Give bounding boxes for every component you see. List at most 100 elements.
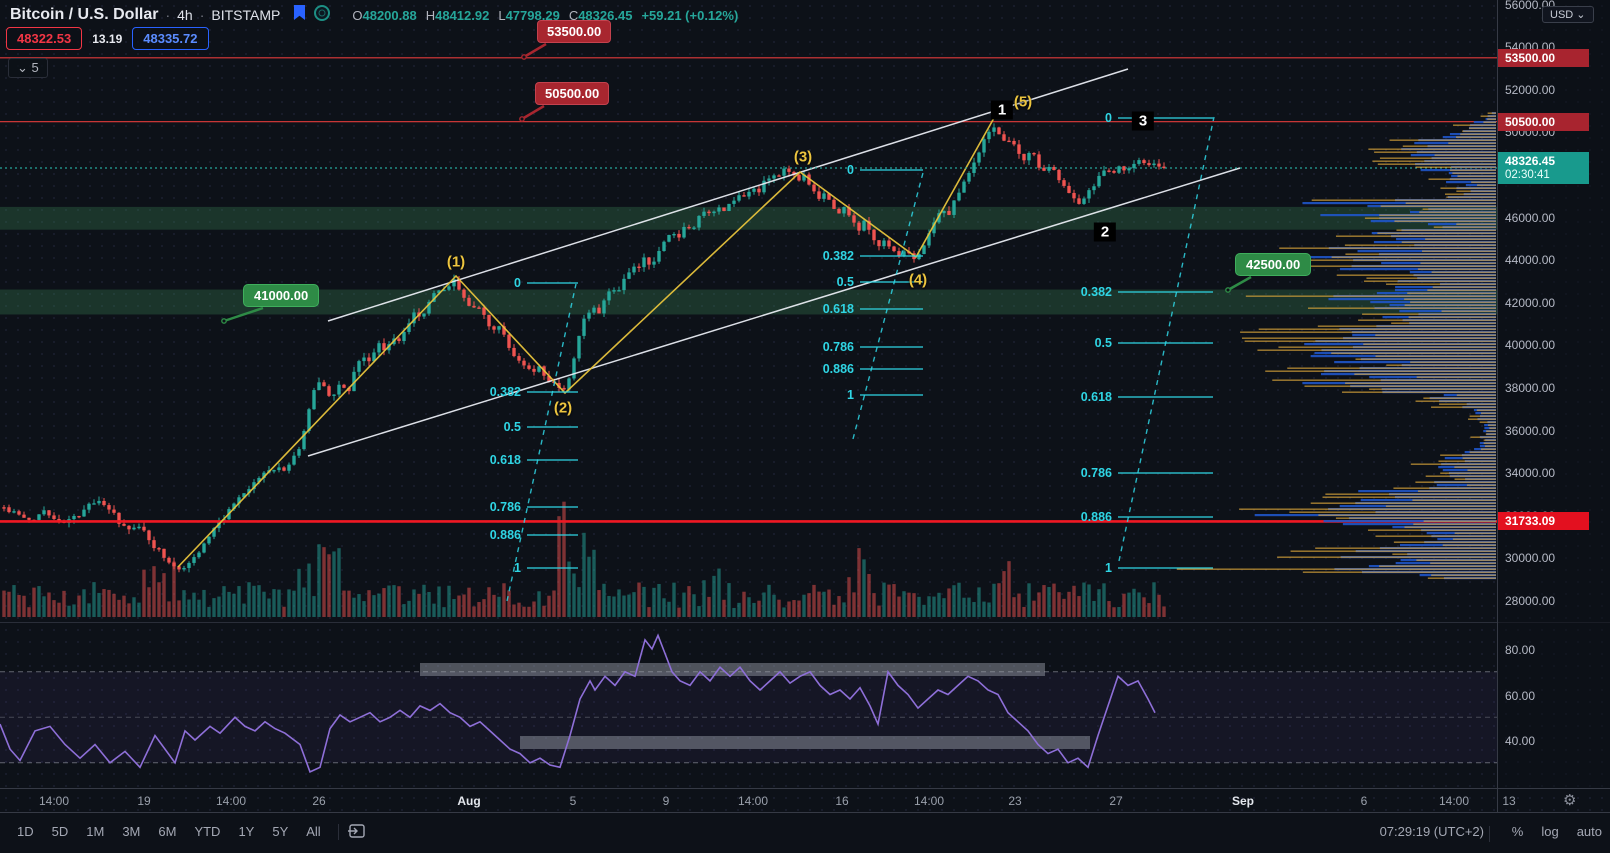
rsi-zone-rectangle[interactable] [520, 736, 1090, 749]
bookmark-flag-icon[interactable] [293, 4, 306, 26]
current-price-chip: 48326.45 02:30:41 [1498, 152, 1589, 184]
price-alert-chip[interactable]: 31733.09 [1498, 512, 1589, 531]
range-button-1y[interactable]: 1Y [238, 824, 255, 839]
range-button-ytd[interactable]: YTD [194, 824, 221, 839]
symbol-header: Bitcoin / U.S. Dollar · 4h · BITSTAMP O4… [10, 4, 738, 26]
wave-count-box-label[interactable]: 3 [1131, 111, 1155, 131]
price-tick-label: 34000.00 [1505, 466, 1556, 481]
range-button-1d[interactable]: 1D [17, 824, 34, 839]
date-range-buttons: 1D 5D 1M 3M 6M YTD 1Y 5Y All [8, 823, 367, 841]
time-tick-label: 14:00 [737, 794, 769, 808]
range-button-6m[interactable]: 6M [158, 824, 177, 839]
buy-button[interactable]: 48335.72 [132, 27, 209, 50]
price-flag-label[interactable]: 53500.00 [537, 20, 612, 43]
go-to-date-icon[interactable] [347, 823, 367, 840]
price-axis[interactable]: USD ⌄ 56000.00 54000.00 52000.00 50000.00 46… [1497, 0, 1610, 788]
elliott-wave-label[interactable]: (4) [908, 271, 928, 289]
time-tick-label: 13 [1502, 794, 1516, 808]
rsi-pane-canvas[interactable] [0, 622, 1497, 788]
fib-level-label: 0 [1105, 111, 1112, 125]
price-tick-label: 56000.00 [1505, 0, 1556, 12]
open-value: 48200.88 [362, 7, 417, 23]
fib-retracement-tool[interactable]: 0 0.382 0.5 0.618 0.786 0.886 1 [490, 276, 578, 602]
fib-level-label: 0.618 [823, 302, 854, 316]
time-tick-label: 14:00 [215, 794, 247, 808]
bid-ask-row: 48322.53 13.19 48335.72 [6, 27, 209, 50]
elliott-wave-label[interactable]: (3) [793, 148, 813, 166]
axis-corner-divider [1497, 788, 1498, 812]
fib-level-label: 0.5 [1095, 336, 1112, 350]
interval-button[interactable]: 4h [177, 7, 193, 23]
trend-channel-line[interactable] [307, 167, 1241, 457]
time-axis[interactable]: ⚙ 14:00 19 14:00 26 Aug 5 9 14:00 16 14:00 23 27 Sep… [0, 788, 1610, 813]
scale-buttons: % log auto [1494, 824, 1602, 839]
volume-profile [1176, 112, 1496, 580]
toolbar-divider [337, 823, 339, 840]
fib-trend-dashed-line [1118, 116, 1215, 562]
sell-button[interactable]: 48322.53 [6, 27, 83, 50]
fib-level-label: 0.382 [1081, 285, 1112, 299]
fib-level-label: 0.5 [837, 275, 854, 289]
high-label: H [425, 7, 436, 23]
fib-retracement-tool[interactable]: 0 0.382 0.5 0.618 0.786 0.886 1 [1081, 111, 1215, 575]
object-tree-collapse-button[interactable]: ⌄ 5 [8, 58, 48, 78]
wave-count-box-label[interactable]: 2 [1093, 222, 1117, 242]
pane-separator[interactable] [0, 622, 1610, 623]
currency-toggle-button[interactable]: USD ⌄ [1542, 6, 1594, 23]
clock-timezone-button[interactable]: 07:29:19 (UTC+2) [1379, 824, 1484, 839]
elliott-wave-label[interactable]: (2) [553, 399, 573, 417]
fib-trend-dashed-line [852, 168, 925, 440]
price-flag-label[interactable]: 50500.00 [535, 82, 610, 105]
range-button-5d[interactable]: 5D [51, 824, 69, 839]
price-tick-label: 40000.00 [1505, 338, 1556, 353]
chart-settings-gear-icon[interactable]: ⚙ [1563, 792, 1577, 809]
price-callout-label[interactable]: 42500.00 [1235, 253, 1312, 276]
scale-button-percent[interactable]: % [1511, 824, 1524, 839]
elliott-wave-label[interactable]: (1) [446, 253, 466, 271]
high-value: 48412.92 [435, 7, 490, 23]
supply-demand-band[interactable] [0, 206, 1497, 230]
fib-level-label: 1 [847, 388, 854, 402]
time-tick-label: 19 [137, 794, 151, 808]
range-button-5y[interactable]: 5Y [272, 824, 289, 839]
volume-histogram [2, 501, 1166, 617]
fib-level-label: 0.5 [504, 420, 521, 434]
range-button-3m[interactable]: 3M [122, 824, 141, 839]
range-button-1m[interactable]: 1M [86, 824, 105, 839]
symbol-title[interactable]: Bitcoin / U.S. Dollar [10, 6, 159, 23]
price-tick-label: 52000.00 [1505, 82, 1556, 97]
price-alert-chip[interactable]: 50500.00 [1498, 112, 1589, 131]
price-tick-label: 28000.00 [1505, 593, 1556, 608]
time-tick-label: 9 [662, 794, 670, 808]
price-alert-chip[interactable]: 53500.00 [1498, 48, 1589, 67]
price-tick-label: 44000.00 [1505, 253, 1556, 268]
scale-button-auto[interactable]: auto [1576, 824, 1602, 839]
supply-demand-band[interactable] [0, 289, 1497, 315]
ideas-circle-icon[interactable] [313, 4, 331, 27]
low-value: 47798.29 [505, 7, 560, 23]
fib-level-label: 0 [847, 163, 854, 177]
range-button-all[interactable]: All [306, 824, 321, 839]
fib-level-label: 0.886 [823, 362, 854, 376]
wave-count-box-label[interactable]: 1 [990, 100, 1014, 120]
toolbar-divider [1489, 826, 1490, 842]
fib-level-label: 0.886 [490, 528, 521, 542]
candles [2, 123, 1166, 573]
elliott-wave-label[interactable]: (5) [1013, 93, 1033, 111]
elliott-wave-zigzag[interactable] [177, 117, 995, 568]
fib-level-label: 1 [1105, 561, 1112, 575]
price-chart-canvas[interactable]: 00.3820.50.6180.7860.886100.3820.50.6180… [0, 0, 1497, 622]
price-tick-label: 38000.00 [1505, 380, 1556, 395]
time-tick-label: 27 [1109, 794, 1123, 808]
scale-button-log[interactable]: log [1541, 824, 1559, 839]
time-tick-label: Aug [457, 794, 481, 808]
time-tick-label: 14:00 [38, 794, 70, 808]
fib-retracement-tool[interactable]: 0 0.382 0.5 0.618 0.786 0.886 1 [823, 163, 925, 440]
rsi-tick-label: 80.00 [1505, 643, 1536, 657]
fib-level-label: 0.382 [490, 385, 521, 399]
time-tick-label: Sep [1231, 794, 1255, 808]
price-tick-label: 42000.00 [1505, 295, 1556, 310]
price-callout-label[interactable]: 41000.00 [243, 284, 320, 307]
rsi-tick-label: 40.00 [1505, 734, 1536, 748]
